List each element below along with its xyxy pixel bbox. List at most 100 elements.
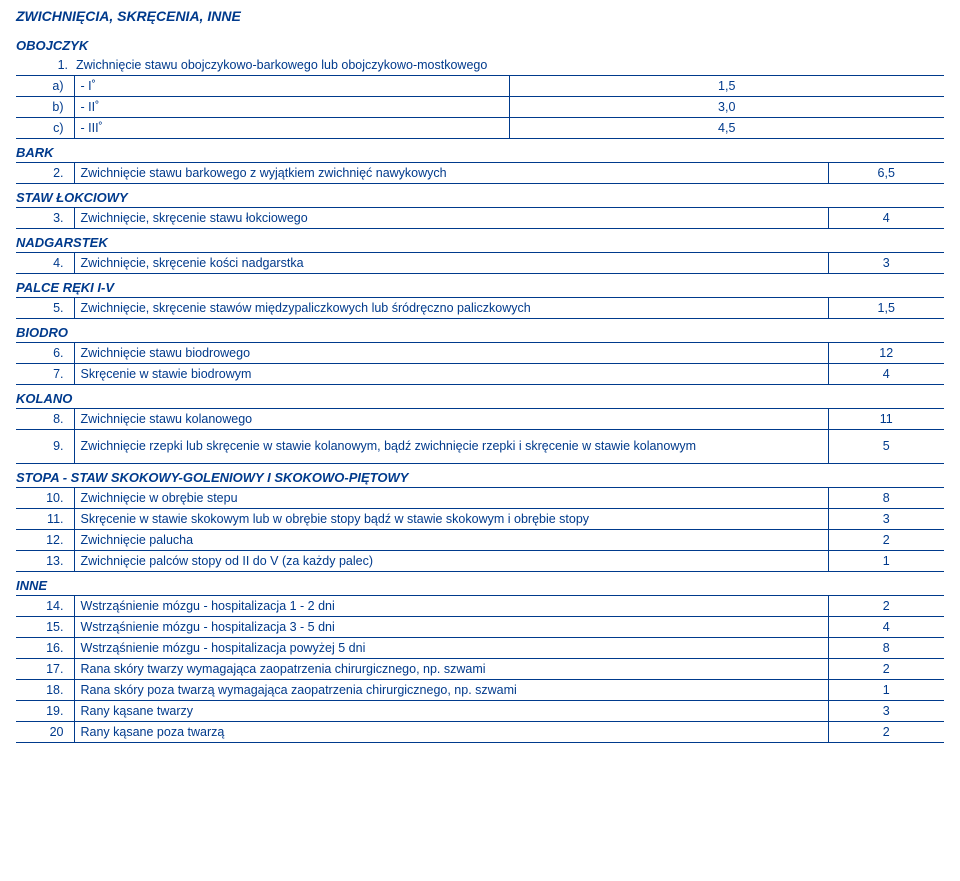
table-row: 6. Zwichnięcie stawu biodrowego 12	[16, 342, 944, 363]
row-val: 6,5	[828, 162, 944, 183]
row-label: Zwichnięcie stawu barkowego z wyjątkiem …	[74, 162, 828, 183]
section-heading-palce-reki: PALCE RĘKI I-V	[16, 280, 944, 295]
table-row: 2. Zwichnięcie stawu barkowego z wyjątki…	[16, 162, 944, 183]
row-val: 3	[828, 508, 944, 529]
table-row: 15. Wstrząśnienie mózgu - hospitalizacja…	[16, 616, 944, 637]
table-row: 20 Rany kąsane poza twarzą 2	[16, 721, 944, 742]
row-label: - III˚	[74, 117, 509, 138]
row-label: Rany kąsane twarzy	[74, 700, 828, 721]
row-label: Zwichnięcie palców stopy od II do V (za …	[74, 550, 828, 571]
row-label: Zwichnięcie palucha	[74, 529, 828, 550]
table-staw-lokciowy: 3. Zwichnięcie, skręcenie stawu łokciowe…	[16, 207, 944, 229]
page-title: ZWICHNIĘCIA, SKRĘCENIA, INNE	[16, 8, 944, 24]
row-val: 4	[828, 616, 944, 637]
row-label: Zwichnięcie, skręcenie stawów międzypali…	[74, 297, 828, 318]
row-val: 2	[828, 529, 944, 550]
row-num: 12.	[16, 529, 74, 550]
section-heading-staw-lokciowy: STAW ŁOKCIOWY	[16, 190, 944, 205]
table-obojczyk: 1. Zwichnięcie stawu obojczykowo-barkowe…	[16, 55, 944, 139]
row-label: - II˚	[74, 96, 509, 117]
row-val: 12	[828, 342, 944, 363]
table-row: 7. Skręcenie w stawie biodrowym 4	[16, 363, 944, 384]
table-kolano: 8. Zwichnięcie stawu kolanowego 11 9. Zw…	[16, 408, 944, 464]
row-val: 8	[828, 637, 944, 658]
table-row: a) - I˚ 1,5	[16, 75, 944, 96]
table-row: 1. Zwichnięcie stawu obojczykowo-barkowe…	[16, 55, 944, 75]
table-row: 17. Rana skóry twarzy wymagająca zaopatr…	[16, 658, 944, 679]
table-row: 5. Zwichnięcie, skręcenie stawów międzyp…	[16, 297, 944, 318]
row-val: 4	[828, 207, 944, 228]
row-num: 4.	[16, 252, 74, 273]
row-label: Skręcenie w stawie skokowym lub w obrębi…	[74, 508, 828, 529]
table-row: 19. Rany kąsane twarzy 3	[16, 700, 944, 721]
row-label: Rana skóry twarzy wymagająca zaopatrzeni…	[74, 658, 828, 679]
row-num: c)	[16, 117, 74, 138]
row-val: 2	[828, 658, 944, 679]
row-num: 8.	[16, 408, 74, 429]
table-stopa: 10. Zwichnięcie w obrębie stepu 8 11. Sk…	[16, 487, 944, 572]
row-val: 4	[828, 363, 944, 384]
section-heading-nadgarstek: NADGARSTEK	[16, 235, 944, 250]
table-inne: 14. Wstrząśnienie mózgu - hospitalizacja…	[16, 595, 944, 743]
row-val: 2	[828, 595, 944, 616]
row-val: 8	[828, 487, 944, 508]
section-heading-bark: BARK	[16, 145, 944, 160]
row-val: 11	[828, 408, 944, 429]
table-row: 4. Zwichnięcie, skręcenie kości nadgarst…	[16, 252, 944, 273]
table-row: 13. Zwichnięcie palców stopy od II do V …	[16, 550, 944, 571]
row-num: 9.	[16, 429, 74, 463]
row-num: 7.	[16, 363, 74, 384]
row-label: Wstrząśnienie mózgu - hospitalizacja 3 -…	[74, 616, 828, 637]
row-label: Zwichnięcie stawu biodrowego	[74, 342, 828, 363]
table-row: 3. Zwichnięcie, skręcenie stawu łokciowe…	[16, 207, 944, 228]
row-label: Zwichnięcie stawu kolanowego	[74, 408, 828, 429]
row-num: 17.	[16, 658, 74, 679]
table-row: 11. Skręcenie w stawie skokowym lub w ob…	[16, 508, 944, 529]
row-val: 1	[828, 679, 944, 700]
row-val: 4,5	[509, 117, 944, 138]
row-label: Zwichnięcie, skręcenie kości nadgarstka	[74, 252, 828, 273]
table-row: 8. Zwichnięcie stawu kolanowego 11	[16, 408, 944, 429]
row-val: 1	[828, 550, 944, 571]
section-heading-inne: INNE	[16, 578, 944, 593]
row-label: Wstrząśnienie mózgu - hospitalizacja pow…	[74, 637, 828, 658]
table-biodro: 6. Zwichnięcie stawu biodrowego 12 7. Sk…	[16, 342, 944, 385]
row-num: 15.	[16, 616, 74, 637]
table-palce-reki: 5. Zwichnięcie, skręcenie stawów międzyp…	[16, 297, 944, 319]
row-num: 11.	[16, 508, 74, 529]
row-label: Rana skóry poza twarzą wymagająca zaopat…	[74, 679, 828, 700]
row-label: Rany kąsane poza twarzą	[74, 721, 828, 742]
row-label: Zwichnięcie, skręcenie stawu łokciowego	[74, 207, 828, 228]
row-label: Zwichnięcie w obrębie stepu	[74, 487, 828, 508]
row-val: 1,5	[509, 75, 944, 96]
table-row: 9. Zwichnięcie rzepki lub skręcenie w st…	[16, 429, 944, 463]
section-heading-kolano: KOLANO	[16, 391, 944, 406]
section-heading-biodro: BIODRO	[16, 325, 944, 340]
row-num: 10.	[16, 487, 74, 508]
table-nadgarstek: 4. Zwichnięcie, skręcenie kości nadgarst…	[16, 252, 944, 274]
section-heading-stopa: STOPA - STAW SKOKOWY-GOLENIOWY I SKOKOWO…	[16, 470, 944, 485]
row-num: b)	[16, 96, 74, 117]
row-num: 1.	[16, 55, 74, 75]
table-bark: 2. Zwichnięcie stawu barkowego z wyjątki…	[16, 162, 944, 184]
table-row: 12. Zwichnięcie palucha 2	[16, 529, 944, 550]
row-label: Wstrząśnienie mózgu - hospitalizacja 1 -…	[74, 595, 828, 616]
row-num: 19.	[16, 700, 74, 721]
row-num: 18.	[16, 679, 74, 700]
row-num: 6.	[16, 342, 74, 363]
row-num: 2.	[16, 162, 74, 183]
row-num: 3.	[16, 207, 74, 228]
row-val: 2	[828, 721, 944, 742]
row-val: 1,5	[828, 297, 944, 318]
row-val: 3,0	[509, 96, 944, 117]
table-row: c) - III˚ 4,5	[16, 117, 944, 138]
row-num: 16.	[16, 637, 74, 658]
table-row: b) - II˚ 3,0	[16, 96, 944, 117]
row-num: 14.	[16, 595, 74, 616]
section-heading-obojczyk: OBOJCZYK	[16, 38, 944, 53]
row-val: 3	[828, 700, 944, 721]
row-val: 3	[828, 252, 944, 273]
row-num: 5.	[16, 297, 74, 318]
row-num: 20	[16, 721, 74, 742]
row-val: 5	[828, 429, 944, 463]
